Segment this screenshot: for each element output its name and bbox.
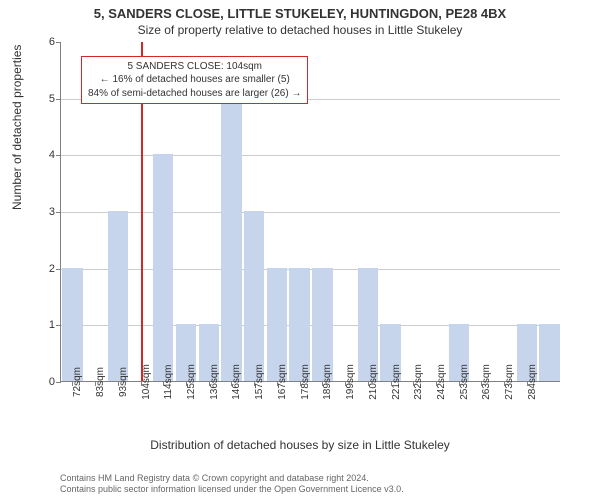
x-tick-label: 210sqm xyxy=(368,364,379,400)
x-tick-label: 189sqm xyxy=(322,364,333,400)
footer-line1: Contains HM Land Registry data © Crown c… xyxy=(60,473,404,485)
x-tick-label: 242sqm xyxy=(436,364,447,400)
chart-container: 5, SANDERS CLOSE, LITTLE STUKELEY, HUNTI… xyxy=(0,0,600,500)
chart-title: 5, SANDERS CLOSE, LITTLE STUKELEY, HUNTI… xyxy=(0,0,600,21)
footer-line2: Contains public sector information licen… xyxy=(60,484,404,496)
gridline xyxy=(61,155,560,156)
annotation-line: ← 16% of detached houses are smaller (5) xyxy=(88,73,301,87)
chart-subtitle: Size of property relative to detached ho… xyxy=(0,21,600,37)
x-tick-label: 199sqm xyxy=(345,364,356,400)
y-axis-label: Number of detached properties xyxy=(10,45,24,210)
x-tick-label: 273sqm xyxy=(504,364,515,400)
x-tick-label: 284sqm xyxy=(527,364,538,400)
x-tick-label: 178sqm xyxy=(300,364,311,400)
y-tick-label: 2 xyxy=(27,263,55,275)
bar xyxy=(244,211,264,381)
x-axis-label: Distribution of detached houses by size … xyxy=(0,438,600,452)
x-tick-label: 93sqm xyxy=(118,367,129,397)
gridline xyxy=(61,269,560,270)
bar xyxy=(539,324,559,381)
x-tick-label: 157sqm xyxy=(254,364,265,400)
x-tick-label: 221sqm xyxy=(391,364,402,400)
y-tick-label: 1 xyxy=(27,319,55,331)
x-tick-label: 136sqm xyxy=(209,364,220,400)
bar xyxy=(153,154,173,381)
bar xyxy=(108,211,128,381)
plot-area: 012345672sqm83sqm93sqm104sqm114sqm125sqm… xyxy=(60,42,560,382)
y-tick-label: 6 xyxy=(27,36,55,48)
gridline xyxy=(61,212,560,213)
x-tick-label: 114sqm xyxy=(163,365,174,400)
y-tick-label: 5 xyxy=(27,93,55,105)
x-tick-label: 125sqm xyxy=(186,364,197,400)
x-tick-label: 263sqm xyxy=(481,364,492,400)
annotation-line: 5 SANDERS CLOSE: 104sqm xyxy=(88,60,301,74)
footer: Contains HM Land Registry data © Crown c… xyxy=(60,473,404,496)
x-tick-label: 72sqm xyxy=(72,367,83,397)
annotation-line: 84% of semi-detached houses are larger (… xyxy=(88,87,301,101)
annotation-box: 5 SANDERS CLOSE: 104sqm← 16% of detached… xyxy=(81,56,308,105)
y-tick-label: 3 xyxy=(27,206,55,218)
x-tick-label: 83sqm xyxy=(95,367,106,397)
x-tick-label: 146sqm xyxy=(231,364,242,400)
bar xyxy=(221,98,241,381)
gridline xyxy=(61,325,560,326)
x-tick-label: 253sqm xyxy=(459,364,470,400)
y-tick-label: 4 xyxy=(27,149,55,161)
y-tick-label: 0 xyxy=(27,376,55,388)
x-tick-label: 232sqm xyxy=(413,364,424,400)
x-tick-label: 167sqm xyxy=(277,364,288,400)
bar xyxy=(62,268,82,381)
